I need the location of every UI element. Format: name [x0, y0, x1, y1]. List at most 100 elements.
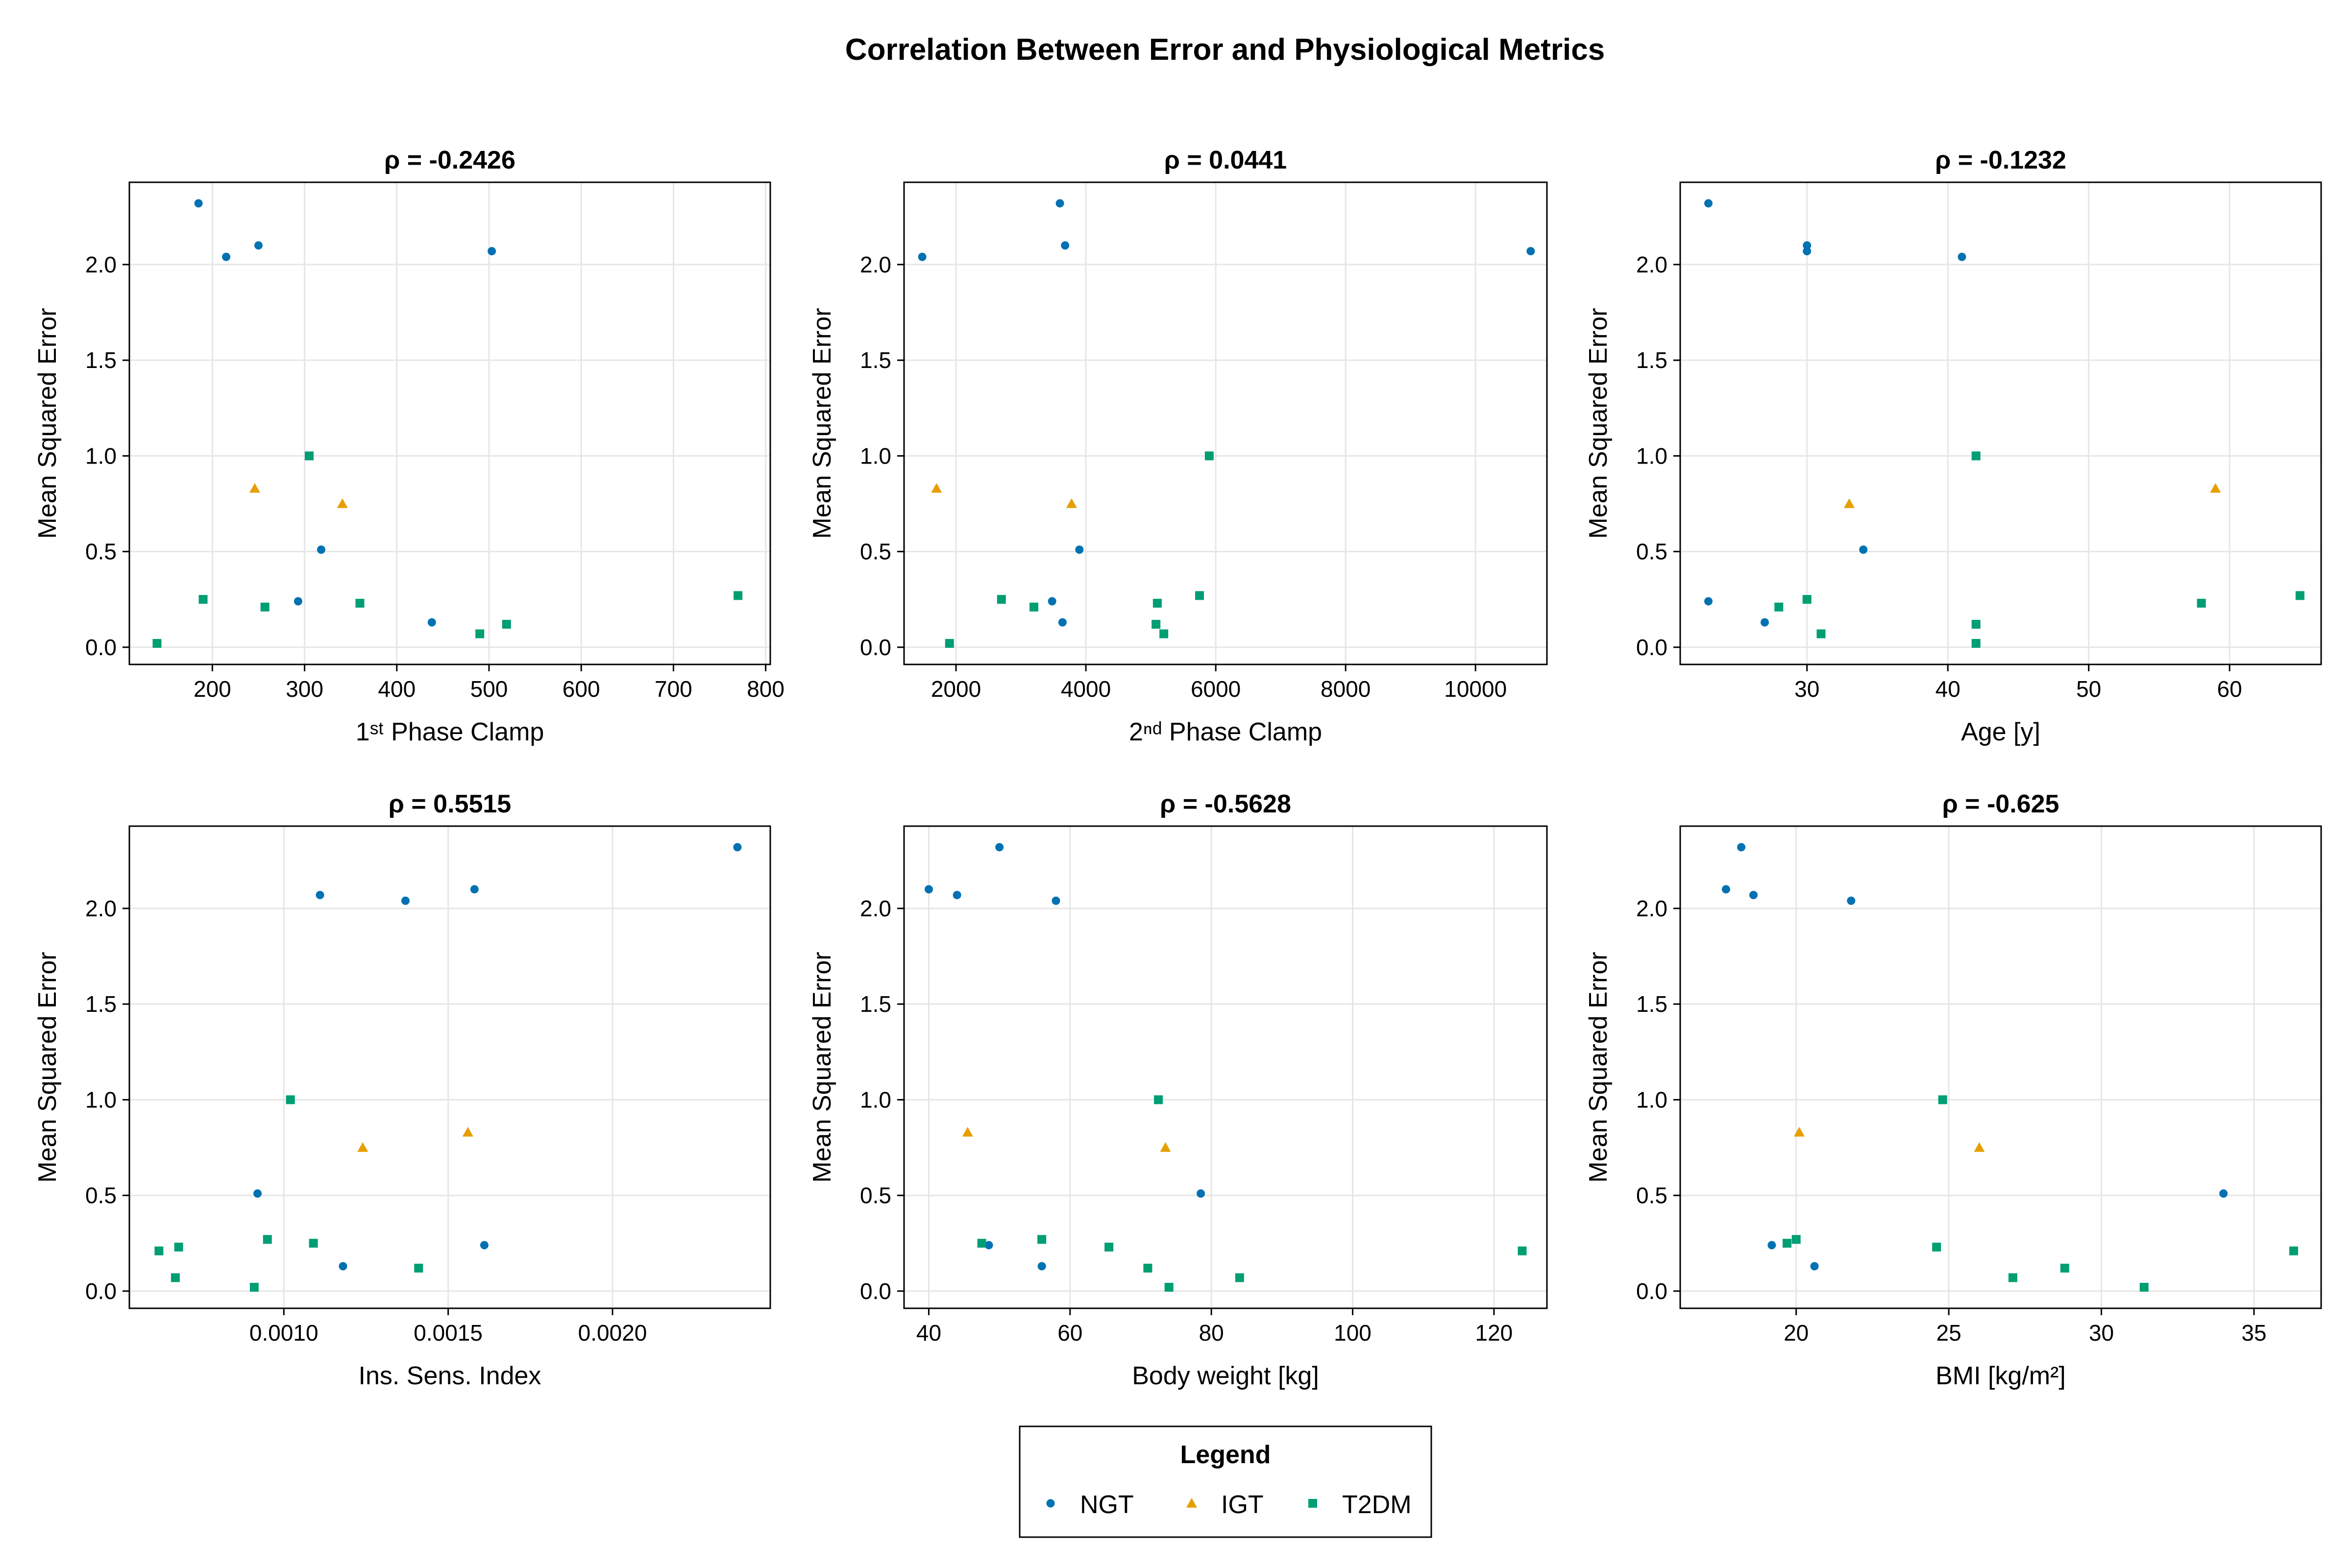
data-point: [2197, 599, 2206, 608]
data-point: [1810, 1262, 1819, 1271]
data-point: [1052, 896, 1060, 905]
plot-frame: [1679, 825, 2322, 1309]
data-point: [977, 1239, 986, 1248]
x-axis-label: Ins. Sens. Index: [359, 1362, 541, 1390]
data-point: [475, 629, 485, 638]
series-igt: [357, 1127, 473, 1152]
series-igt: [1793, 1127, 1985, 1152]
series-igt: [962, 1127, 1171, 1152]
data-point: [152, 639, 162, 648]
y-tick-label: 0.0: [1636, 1278, 1667, 1304]
y-tick-label: 1.0: [860, 443, 891, 468]
chart-panels: 200 300 400 500 600 700 800 0.0 0.5 1.0 1.5 2.0 ρ = …: [33, 146, 2322, 1390]
x-tick-label: 60: [2217, 676, 2242, 702]
series-t2dm: [1774, 451, 2304, 648]
x-tick-label: 60: [1057, 1320, 1082, 1346]
y-tick-label: 1.5: [85, 991, 117, 1017]
gridlines: [129, 826, 770, 1308]
y-tick-label: 1.0: [85, 443, 117, 468]
x-tick-label: 50: [2076, 676, 2101, 702]
y-tick-label: 0.0: [860, 635, 891, 660]
data-point: [1971, 639, 1981, 648]
y-tick-label: 1.0: [860, 1087, 891, 1112]
data-point: [316, 891, 324, 900]
data-point: [253, 1189, 262, 1198]
legend-entry-t2dm: T2DM: [1308, 1491, 1412, 1519]
data-point: [1971, 451, 1981, 461]
y-axis-label: Mean Squared Error: [33, 952, 62, 1182]
x-tick-label: 10000: [1444, 676, 1507, 702]
legend-label: NGT: [1080, 1491, 1134, 1519]
series-igt: [1843, 483, 2221, 508]
x-tick-label: 600: [563, 676, 600, 702]
data-point: [924, 885, 933, 894]
data-point: [1721, 885, 1730, 894]
legend-items: NGT IGT T2DM: [1046, 1491, 1412, 1519]
y-tick-label: 2.0: [860, 252, 891, 277]
gridlines: [904, 826, 1547, 1308]
data-point: [222, 252, 231, 261]
legend: Legend NGT IGT T2DM: [1019, 1425, 1432, 1538]
data-point: [995, 843, 1004, 852]
y-tick-label: 2.0: [1636, 252, 1667, 277]
legend-entry-igt: IGT: [1186, 1491, 1264, 1519]
x-axis-label: BMI [kg/m²]: [1936, 1362, 2066, 1390]
y-tick-label: 1.5: [85, 347, 117, 373]
data-point: [1816, 629, 1826, 638]
data-point: [171, 1273, 180, 1282]
data-point: [1029, 602, 1039, 612]
y-tick-label: 0.0: [1636, 635, 1667, 660]
panel-title: ρ = -0.5628: [1160, 790, 1291, 818]
x-tick-label: 0.0010: [249, 1320, 318, 1346]
data-point: [1843, 498, 1855, 508]
data-point: [1164, 1283, 1174, 1292]
figure-title: Correlation Between Error and Physiologi…: [845, 33, 1605, 67]
panel-title: ρ = -0.625: [1942, 790, 2059, 818]
x-tick-label: 700: [655, 676, 692, 702]
data-point: [1783, 1239, 1791, 1248]
y-axis-label: Mean Squared Error: [1584, 308, 1613, 539]
data-point: [918, 252, 927, 261]
legend-label: IGT: [1221, 1491, 1264, 1519]
y-tick-label: 2.0: [1636, 896, 1667, 921]
data-point: [154, 1246, 164, 1255]
data-point: [1958, 252, 1966, 261]
data-point: [1037, 1262, 1046, 1271]
legend-marker-t2dm: [1308, 1499, 1317, 1508]
data-point: [414, 1264, 423, 1273]
x-tick-label: 400: [378, 676, 416, 702]
data-point: [2289, 1246, 2298, 1255]
x-tick-label: 2000: [931, 676, 981, 702]
data-point: [1104, 1243, 1114, 1252]
data-point: [1152, 620, 1161, 629]
data-point: [1971, 620, 1981, 629]
y-tick-label: 0.5: [85, 1183, 117, 1208]
y-tick-label: 0.5: [85, 539, 117, 564]
y-tick-label: 1.0: [1636, 443, 1667, 468]
data-point: [1526, 247, 1535, 256]
x-tick-label: 800: [747, 676, 784, 702]
data-point: [427, 618, 436, 627]
y-axis-label: Mean Squared Error: [33, 308, 62, 539]
legend-marker-igt: [1186, 1498, 1197, 1508]
x-tick-label: 4000: [1061, 676, 1111, 702]
series-t2dm: [945, 451, 1214, 648]
x-tick-label: 80: [1199, 1320, 1224, 1346]
data-point: [997, 595, 1006, 604]
y-tick-label: 1.5: [1636, 991, 1667, 1017]
data-point: [198, 595, 208, 604]
data-point: [249, 1283, 259, 1292]
data-point: [1760, 618, 1769, 627]
chart-panel-2: 2000 4000 6000 8000 10000 0.0 0.5 1.0 1.5 2.0 ρ = …: [808, 146, 1548, 746]
x-tick-label: 40: [1936, 676, 1960, 702]
gridlines: [1680, 182, 2321, 664]
data-point: [462, 1127, 473, 1137]
data-point: [401, 896, 410, 905]
x-tick-label: 0.0020: [578, 1320, 647, 1346]
panel-title: ρ = -0.2426: [384, 146, 515, 174]
data-point: [470, 885, 479, 894]
data-point: [1195, 591, 1204, 600]
data-point: [263, 1235, 272, 1244]
y-axis-label: Mean Squared Error: [1584, 952, 1613, 1182]
